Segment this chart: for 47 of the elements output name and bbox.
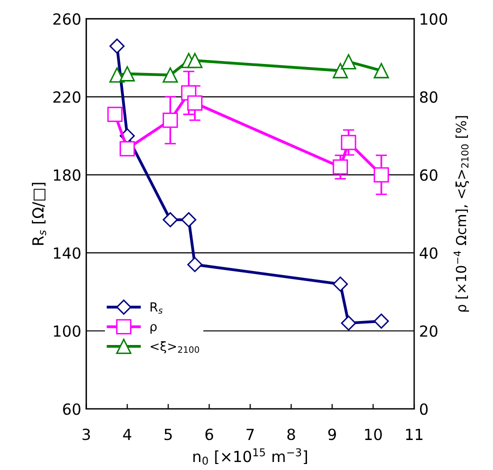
point [181, 212, 196, 228]
point [374, 167, 389, 182]
x-tick-label: 6 [205, 428, 214, 440]
y2-tick-label: 80 [420, 91, 438, 103]
y-axis-title: R$_{s}$ [Ω/□] [32, 182, 46, 245]
point [340, 54, 356, 70]
point [340, 134, 356, 150]
x-tick-label: 11 [406, 428, 422, 440]
x-tick-label: 10 [365, 428, 382, 440]
y-tick-label: 60 [63, 403, 80, 415]
legend-label: ρ [150, 324, 157, 334]
point [332, 276, 348, 292]
x-tick-label: 9 [328, 428, 336, 440]
point [374, 314, 389, 329]
point [187, 256, 202, 272]
y2-tick-label: 20 [420, 325, 438, 337]
y-tick-label: 220 [53, 91, 80, 103]
y2-tick-label: 100 [420, 13, 448, 25]
x-tick-label: 5 [164, 428, 172, 440]
point [340, 316, 356, 331]
y-tick-label: 180 [54, 169, 80, 181]
point [120, 141, 135, 156]
x-tick-label: 8 [287, 428, 295, 440]
x-axis-title: n$_{0}$ [×10$^{15}$ m$^{−3}$] [193, 448, 307, 465]
point [187, 52, 203, 68]
point [107, 106, 123, 122]
legend-label: R$_{s}$ [150, 302, 163, 314]
y2-tick-label: 60 [420, 169, 438, 181]
point [109, 38, 125, 54]
legend-label: <ξ>$_{2100}$ [150, 341, 200, 354]
point [162, 67, 178, 83]
x-tick-label: 4 [123, 428, 132, 440]
point [162, 212, 178, 228]
x-tick-label: 7 [246, 428, 254, 440]
point [187, 95, 203, 111]
y-tick-label: 100 [54, 325, 80, 337]
y2-tick-label: 0 [420, 403, 428, 415]
y2-axis-title: ρ [×10$^{−4}$ Ωcm], <ξ>$_{2100}$ [%] [454, 116, 470, 312]
point [162, 112, 178, 128]
y-tick-label: 140 [54, 247, 80, 259]
point [120, 66, 135, 82]
point [332, 63, 348, 78]
point [332, 159, 348, 175]
x-tick-label: 3 [82, 428, 90, 440]
y2-tick-label: 40 [420, 247, 438, 259]
y-tick-label: 260 [53, 13, 80, 25]
point [374, 63, 389, 78]
